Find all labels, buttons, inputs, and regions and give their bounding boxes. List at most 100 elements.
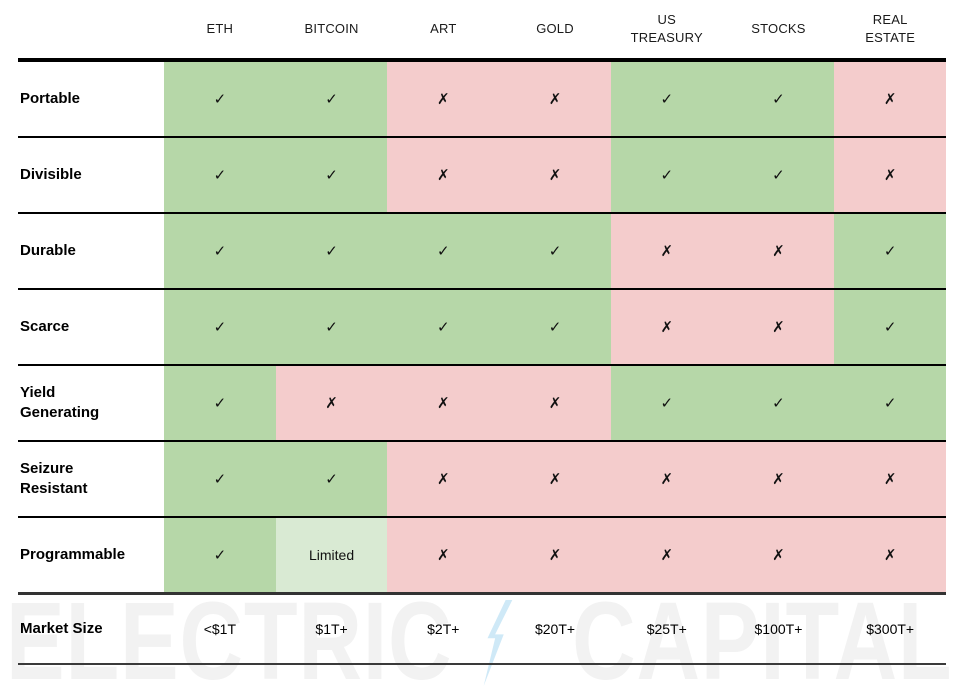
- market-size-value: $20T+: [534, 621, 576, 637]
- check-icon: ✓: [548, 318, 562, 336]
- cross-icon: ✗: [548, 394, 562, 412]
- check-icon: ✓: [883, 242, 897, 260]
- table-cell: ✓: [722, 366, 835, 440]
- row-label: Divisible: [18, 138, 164, 212]
- cross-icon: ✗: [437, 394, 450, 412]
- cross-icon: ✗: [437, 546, 450, 564]
- table-cell: ✓: [834, 290, 947, 364]
- cross-icon: ✗: [772, 546, 785, 564]
- check-icon: ✓: [883, 394, 897, 412]
- cross-icon: ✗: [437, 470, 450, 488]
- column-header-art: ART: [387, 0, 500, 58]
- table-cell: ✗: [387, 518, 500, 592]
- table-cell: ✓: [164, 138, 276, 212]
- header-corner: [18, 0, 164, 58]
- table-cell: ✗: [610, 214, 723, 288]
- table-cell: ✗: [834, 62, 947, 136]
- table-cell: ✗: [275, 366, 388, 440]
- check-icon: ✓: [772, 166, 785, 184]
- table-cell: ✓: [164, 290, 276, 364]
- table-cell: Limited: [275, 518, 388, 592]
- check-icon: ✓: [213, 394, 227, 412]
- table-cell: ✓: [610, 138, 723, 212]
- market-size-value: <$1T: [203, 621, 237, 637]
- row-divider: [18, 136, 946, 138]
- column-header-bitcoin: BITCOIN: [275, 0, 388, 58]
- cross-icon: ✗: [772, 242, 785, 260]
- check-icon: ✓: [437, 318, 450, 336]
- table-cell: ✓: [275, 214, 388, 288]
- table-cell: ✗: [722, 442, 835, 516]
- table-cell: ✓: [275, 62, 388, 136]
- table-cell: ✓: [164, 214, 276, 288]
- check-icon: ✓: [772, 394, 785, 412]
- header-divider: [18, 58, 946, 62]
- table-cell: ✗: [722, 290, 835, 364]
- table-cell: ✓: [722, 138, 835, 212]
- market-size-value: $1T+: [315, 621, 348, 637]
- cross-icon: ✗: [772, 470, 785, 488]
- column-header-stocks: STOCKS: [722, 0, 835, 58]
- check-icon: ✓: [548, 242, 562, 260]
- cross-icon: ✗: [660, 546, 674, 564]
- table-cell: ✗: [610, 518, 723, 592]
- table-cell: ✓: [275, 138, 388, 212]
- check-icon: ✓: [325, 470, 338, 488]
- check-icon: ✓: [325, 166, 338, 184]
- cross-icon: ✗: [437, 166, 450, 184]
- table-cell: ✗: [387, 366, 500, 440]
- market-size-value: $300T+: [866, 621, 915, 637]
- table-cell: ✓: [164, 62, 276, 136]
- table-cell: ✗: [387, 442, 500, 516]
- check-icon: ✓: [772, 90, 785, 108]
- market-size-value: $100T+: [754, 621, 803, 637]
- check-icon: ✓: [213, 242, 227, 260]
- cross-icon: ✗: [548, 166, 562, 184]
- cross-icon: ✗: [883, 546, 897, 564]
- row-divider: [18, 364, 946, 366]
- check-icon: ✓: [213, 166, 227, 184]
- check-icon: ✓: [660, 394, 674, 412]
- table-cell: ✗: [834, 138, 947, 212]
- check-icon: ✓: [660, 166, 674, 184]
- row-divider: [18, 288, 946, 290]
- section-divider: [18, 592, 946, 595]
- table-cell: ✗: [722, 518, 835, 592]
- column-header-gold: GOLD: [499, 0, 611, 58]
- market-size-value: $25T+: [646, 621, 687, 637]
- table-cell: ✓: [387, 214, 500, 288]
- table-cell: ✗: [722, 214, 835, 288]
- table-cell: ✗: [499, 62, 611, 136]
- table-row-market-size: Market Size <$1T $1T+ $2T+ $20T+ $25T+ $…: [18, 595, 946, 663]
- cross-icon: ✗: [660, 318, 674, 336]
- table-cell: ✗: [499, 442, 611, 516]
- table-cell: ✗: [499, 138, 611, 212]
- table-cell: ✓: [164, 366, 276, 440]
- check-icon: ✓: [213, 546, 227, 564]
- row-label: Scarce: [18, 290, 164, 364]
- table-cell: ✗: [387, 138, 500, 212]
- check-icon: ✓: [883, 318, 897, 336]
- row-divider: [18, 440, 946, 442]
- check-icon: ✓: [213, 470, 227, 488]
- cross-icon: ✗: [548, 546, 562, 564]
- table-cell: ✓: [610, 62, 723, 136]
- table-row-scarce: Scarce ✓ ✓ ✓ ✓ ✗ ✗ ✓: [18, 290, 947, 364]
- column-header-real-estate: REAL ESTATE: [834, 0, 947, 58]
- table-cell: ✗: [610, 290, 723, 364]
- table-row-portable: Portable ✓ ✓ ✗ ✗ ✓ ✓ ✗: [18, 62, 947, 136]
- table-cell: ✗: [834, 518, 947, 592]
- table-cell: ✗: [387, 62, 500, 136]
- check-icon: ✓: [437, 242, 450, 260]
- bottom-divider: [18, 663, 946, 665]
- table-cell: ✗: [834, 442, 947, 516]
- column-header-eth: ETH: [164, 0, 276, 58]
- row-label: Programmable: [18, 518, 164, 592]
- check-icon: ✓: [325, 242, 338, 260]
- cross-icon: ✗: [660, 242, 674, 260]
- table-cell: ✗: [499, 366, 611, 440]
- table-cell: ✓: [499, 290, 611, 364]
- cross-icon: ✗: [660, 470, 674, 488]
- check-icon: ✓: [325, 90, 338, 108]
- table-cell: ✓: [387, 290, 500, 364]
